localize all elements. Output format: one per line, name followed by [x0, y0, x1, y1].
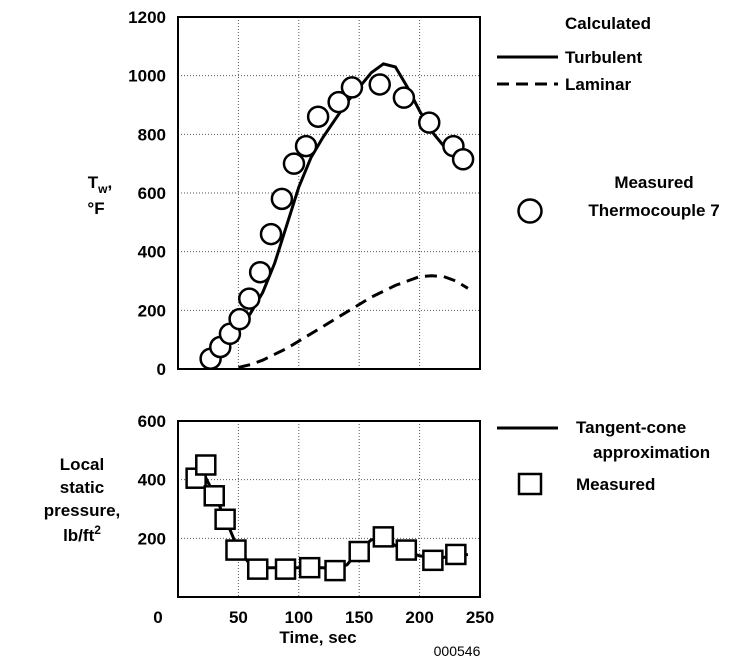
thermocouple-point — [327, 90, 350, 114]
pressure-point — [395, 539, 418, 561]
y-tick-label: 200 — [138, 529, 166, 548]
pressure-point — [195, 454, 217, 476]
thermocouple-point — [418, 111, 441, 134]
thermocouple-point — [294, 134, 318, 158]
time-x-ticks: 0 50 100 150 200 250 — [153, 608, 494, 627]
pressure-point — [246, 558, 269, 580]
y-tick-label: 600 — [138, 412, 166, 431]
legend-thermocouple-label: Thermocouple 7 — [588, 201, 719, 220]
thermocouple-point — [392, 86, 416, 109]
thermocouple-point — [259, 222, 283, 246]
pressure-plot-frame — [177, 420, 481, 598]
pressure-markers — [185, 454, 467, 582]
pressure-unit-exponent: 2 — [94, 523, 101, 537]
x-tick-label: 50 — [229, 608, 248, 627]
y-tick-label: 600 — [138, 184, 166, 203]
y-tick-label: 1200 — [128, 8, 166, 27]
pressure-plot: 200 400 600 0 50 100 150 200 250 Local static p… — [44, 412, 494, 647]
legend-calculated-title: Calculated — [565, 14, 651, 33]
pressure-point — [445, 543, 467, 566]
temperature-grid — [178, 17, 480, 369]
y-label-subscript: w — [97, 182, 108, 196]
pressure-y-label-line2: static — [60, 478, 104, 497]
laminar-curve — [238, 274, 469, 369]
x-tick-label: 200 — [405, 608, 433, 627]
pressure-point — [225, 539, 247, 561]
figure-code: 000546 — [434, 643, 481, 659]
y-tick-label: 400 — [138, 243, 166, 262]
thermocouple-point — [238, 287, 261, 310]
pressure-point — [324, 559, 346, 582]
thermocouple-point — [228, 307, 251, 331]
thermocouple-markers — [199, 73, 475, 370]
pressure-point — [348, 540, 370, 563]
pressure-point — [422, 549, 444, 572]
thermocouple-point — [270, 187, 294, 211]
pressure-grid — [178, 421, 480, 597]
legend-tangent-cone-line1: Tangent-cone — [576, 418, 686, 437]
temperature-y-ticks: 0 200 400 600 800 1000 1200 — [128, 8, 166, 379]
y-tick-label: 0 — [157, 360, 166, 379]
x-tick-label: 0 — [153, 608, 162, 627]
pressure-point — [214, 508, 236, 531]
temperature-legend: Calculated Turbulent Laminar Measured Th… — [497, 14, 720, 224]
thermocouple-point — [306, 105, 330, 128]
pressure-point — [274, 558, 297, 580]
pressure-point — [203, 485, 225, 507]
legend-tangent-cone-line2: approximation — [593, 443, 710, 462]
temperature-y-label: Tw, — [88, 173, 112, 196]
temperature-plot-frame — [177, 16, 481, 370]
x-tick-label: 150 — [345, 608, 373, 627]
y-tick-label: 200 — [138, 301, 166, 320]
legend-measured-title: Measured — [614, 173, 693, 192]
pressure-unit: lb/ft — [63, 526, 94, 545]
thermocouple-point — [248, 260, 272, 284]
pressure-y-ticks: 200 400 600 — [138, 412, 166, 548]
legend-thermocouple-marker — [517, 198, 543, 224]
x-tick-label: 100 — [285, 608, 313, 627]
temperature-y-unit: °F — [87, 199, 104, 218]
x-tick-label: 250 — [466, 608, 494, 627]
thermocouple-point — [282, 152, 306, 175]
legend-turbulent-label: Turbulent — [565, 48, 642, 67]
temperature-plot: 0 200 400 600 800 1000 1200 Tw, °F — [87, 8, 481, 379]
y-tick-label: 1000 — [128, 67, 166, 86]
legend-pressure-marker — [517, 472, 543, 496]
pressure-y-label-line1: Local — [60, 455, 104, 474]
pressure-y-label-line4: lb/ft2 — [63, 523, 101, 545]
pressure-point — [372, 526, 395, 548]
thermocouple-point — [368, 73, 391, 96]
pressure-legend: Tangent-cone approximation Measured — [497, 418, 710, 496]
y-label-T: T — [88, 173, 99, 192]
pressure-point — [298, 556, 321, 579]
y-label-comma: , — [108, 173, 113, 192]
y-tick-label: 400 — [138, 471, 166, 490]
y-tick-label: 800 — [138, 125, 166, 144]
pressure-y-label-line3: pressure, — [44, 501, 121, 520]
legend-measured-label: Measured — [576, 475, 655, 494]
legend-laminar-label: Laminar — [565, 75, 632, 94]
thermocouple-point — [451, 148, 475, 171]
thermocouple-point — [340, 76, 364, 99]
time-x-label: Time, sec — [279, 628, 356, 647]
